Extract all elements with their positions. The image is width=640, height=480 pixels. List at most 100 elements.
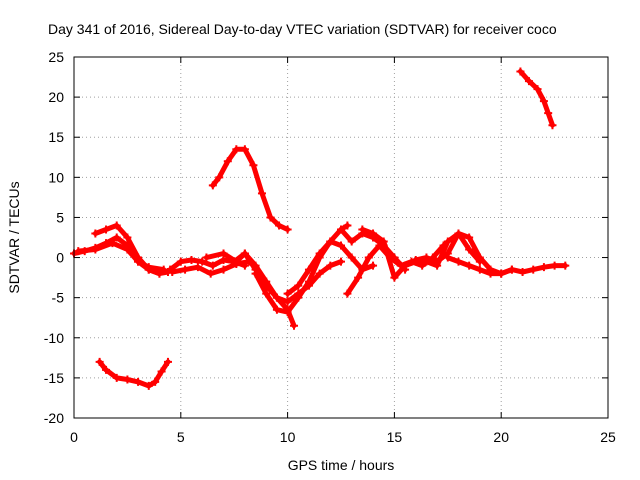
data-point — [151, 377, 160, 386]
data-point — [337, 257, 345, 266]
data-point — [240, 249, 249, 258]
y-tick-label: 10 — [48, 169, 64, 185]
data-point — [290, 321, 299, 330]
series-sat-g — [210, 146, 291, 232]
data-point — [364, 253, 373, 262]
data-point — [507, 265, 516, 274]
data-point — [529, 265, 538, 274]
y-tick-label: 25 — [48, 49, 64, 65]
data-point — [262, 289, 271, 298]
data-point — [283, 225, 292, 234]
data-point — [544, 109, 553, 118]
data-point — [163, 357, 172, 366]
data-point — [112, 221, 121, 230]
data-point — [369, 229, 378, 238]
data-point — [144, 263, 153, 272]
data-point — [375, 241, 384, 250]
y-tick-label: -20 — [44, 410, 64, 426]
data-point — [193, 263, 202, 272]
data-point — [347, 237, 356, 246]
data-point — [272, 305, 281, 314]
data-point — [176, 257, 185, 266]
data-point — [454, 229, 463, 238]
data-point — [354, 273, 363, 282]
data-point — [294, 281, 303, 290]
data-point — [219, 265, 228, 274]
data-point — [275, 221, 284, 230]
data-point — [343, 221, 352, 230]
x-tick-label: 20 — [493, 429, 509, 445]
data-point — [518, 267, 527, 276]
data-point — [486, 269, 495, 278]
data-point — [326, 261, 335, 270]
series-group — [70, 67, 570, 390]
data-point — [433, 257, 442, 266]
data-point — [337, 225, 345, 234]
data-point — [266, 213, 275, 222]
data-point — [465, 245, 474, 254]
data-point — [91, 245, 100, 254]
y-axis-label: SDTVAR / TECUs — [6, 181, 22, 293]
data-point — [343, 289, 352, 298]
data-point — [272, 293, 281, 302]
data-point — [198, 257, 207, 266]
data-point — [443, 253, 452, 262]
data-point — [134, 377, 143, 386]
data-point — [539, 263, 548, 272]
data-point — [123, 233, 132, 242]
x-tick-label: 10 — [280, 429, 296, 445]
x-tick-label: 5 — [177, 429, 185, 445]
data-point — [524, 77, 533, 86]
data-point — [123, 375, 132, 384]
data-point — [443, 237, 452, 246]
plot-frame — [73, 56, 609, 419]
data-point — [206, 269, 215, 278]
data-point — [112, 373, 121, 382]
data-point — [283, 297, 292, 306]
data-point — [550, 261, 559, 270]
data-point — [548, 121, 557, 130]
y-tick-label: 20 — [48, 89, 64, 105]
data-point — [257, 189, 266, 198]
data-point — [337, 241, 345, 250]
grid — [74, 57, 608, 418]
data-point — [315, 269, 324, 278]
y-tick-label: -15 — [44, 370, 64, 386]
data-point — [102, 365, 111, 374]
data-point — [168, 267, 177, 276]
x-tick-label: 25 — [600, 429, 616, 445]
data-point — [157, 367, 166, 376]
data-point — [232, 145, 241, 154]
data-point — [422, 253, 431, 262]
data-point — [74, 247, 83, 256]
data-point — [181, 265, 190, 274]
data-point — [475, 265, 484, 274]
data-point — [347, 253, 356, 262]
y-tick-label: -10 — [44, 330, 64, 346]
data-point — [219, 249, 228, 258]
ticks: 0 5 10 15 20 25 -20 -15 -10 -5 0 5 10 15 20 25 — [44, 49, 616, 445]
data-point — [240, 145, 249, 154]
data-point — [283, 289, 292, 298]
data-point — [411, 255, 420, 264]
data-point — [497, 269, 506, 278]
y-tick-label: -5 — [52, 290, 65, 306]
data-point — [134, 257, 143, 266]
data-point — [315, 249, 324, 258]
series-sat-j — [253, 223, 350, 315]
x-axis-label: GPS time / hours — [288, 457, 395, 473]
data-point — [539, 97, 548, 106]
chart-title: Day 341 of 2016, Sidereal Day-to-day VTE… — [48, 21, 557, 37]
data-point — [223, 157, 232, 166]
series-sat-m — [344, 243, 446, 297]
data-point — [202, 253, 211, 262]
data-point — [326, 237, 335, 246]
data-point — [516, 67, 525, 76]
data-point — [95, 357, 104, 366]
data-point — [102, 225, 111, 234]
data-point — [251, 269, 260, 278]
data-point — [249, 161, 258, 170]
data-point — [533, 85, 542, 94]
data-point — [465, 233, 474, 242]
